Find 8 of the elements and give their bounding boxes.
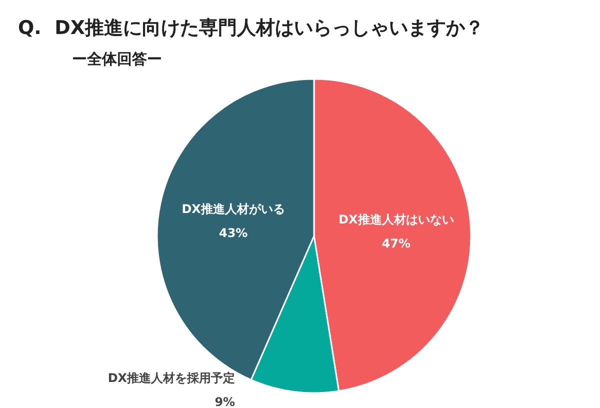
chart-title: Q. DX推進に向けた専門人材はいらっしゃいますか？ <box>18 17 484 39</box>
slice-label: DX推進人材がいる <box>182 202 285 216</box>
chart-subtitle: ー全体回答ー <box>72 50 162 68</box>
data-label: 43% <box>218 226 248 240</box>
slice-label: DX推進人材を採用予定 <box>108 370 236 385</box>
data-label: 9% <box>214 394 236 408</box>
slice-label: DX推進人材はいない <box>338 212 454 226</box>
data-label: 47% <box>382 236 411 250</box>
